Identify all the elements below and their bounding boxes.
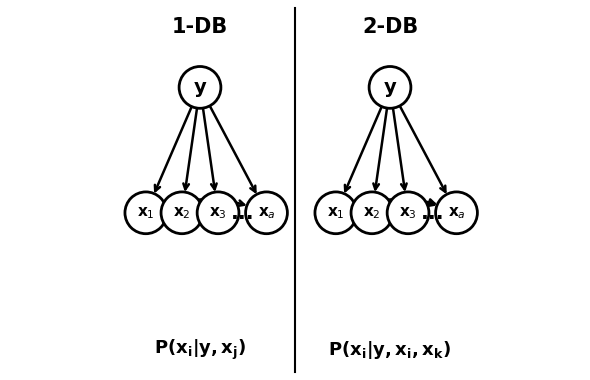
Text: y: y [194, 78, 206, 97]
Text: 2-DB: 2-DB [362, 17, 418, 36]
Text: $\mathbf{x}_2$: $\mathbf{x}_2$ [363, 205, 381, 221]
Text: $\mathbf{P(x_i|y,x_i,x_k)}$: $\mathbf{P(x_i|y,x_i,x_k)}$ [329, 339, 451, 361]
Text: y: y [384, 78, 396, 97]
Circle shape [387, 192, 429, 234]
Text: $\mathbf{x}_3$: $\mathbf{x}_3$ [209, 205, 227, 221]
Text: $\mathbf{P(x_i|y,x_j)}$: $\mathbf{P(x_i|y,x_j)}$ [154, 337, 246, 362]
Circle shape [351, 192, 393, 234]
Text: ...: ... [421, 203, 444, 223]
Text: ...: ... [231, 203, 254, 223]
Circle shape [179, 66, 221, 108]
Circle shape [161, 192, 203, 234]
Text: $\mathbf{x}_1$: $\mathbf{x}_1$ [137, 205, 155, 221]
Circle shape [245, 192, 287, 234]
Text: $\mathbf{x}_1$: $\mathbf{x}_1$ [327, 205, 345, 221]
Text: $\mathbf{x}_a$: $\mathbf{x}_a$ [448, 205, 466, 221]
Circle shape [125, 192, 167, 234]
Text: $\mathbf{x}_3$: $\mathbf{x}_3$ [399, 205, 417, 221]
Circle shape [435, 192, 477, 234]
Text: 1-DB: 1-DB [172, 17, 228, 36]
Circle shape [369, 66, 411, 108]
Text: $\mathbf{x}_2$: $\mathbf{x}_2$ [173, 205, 191, 221]
Text: $\mathbf{x}_a$: $\mathbf{x}_a$ [258, 205, 276, 221]
Circle shape [197, 192, 239, 234]
Circle shape [315, 192, 357, 234]
